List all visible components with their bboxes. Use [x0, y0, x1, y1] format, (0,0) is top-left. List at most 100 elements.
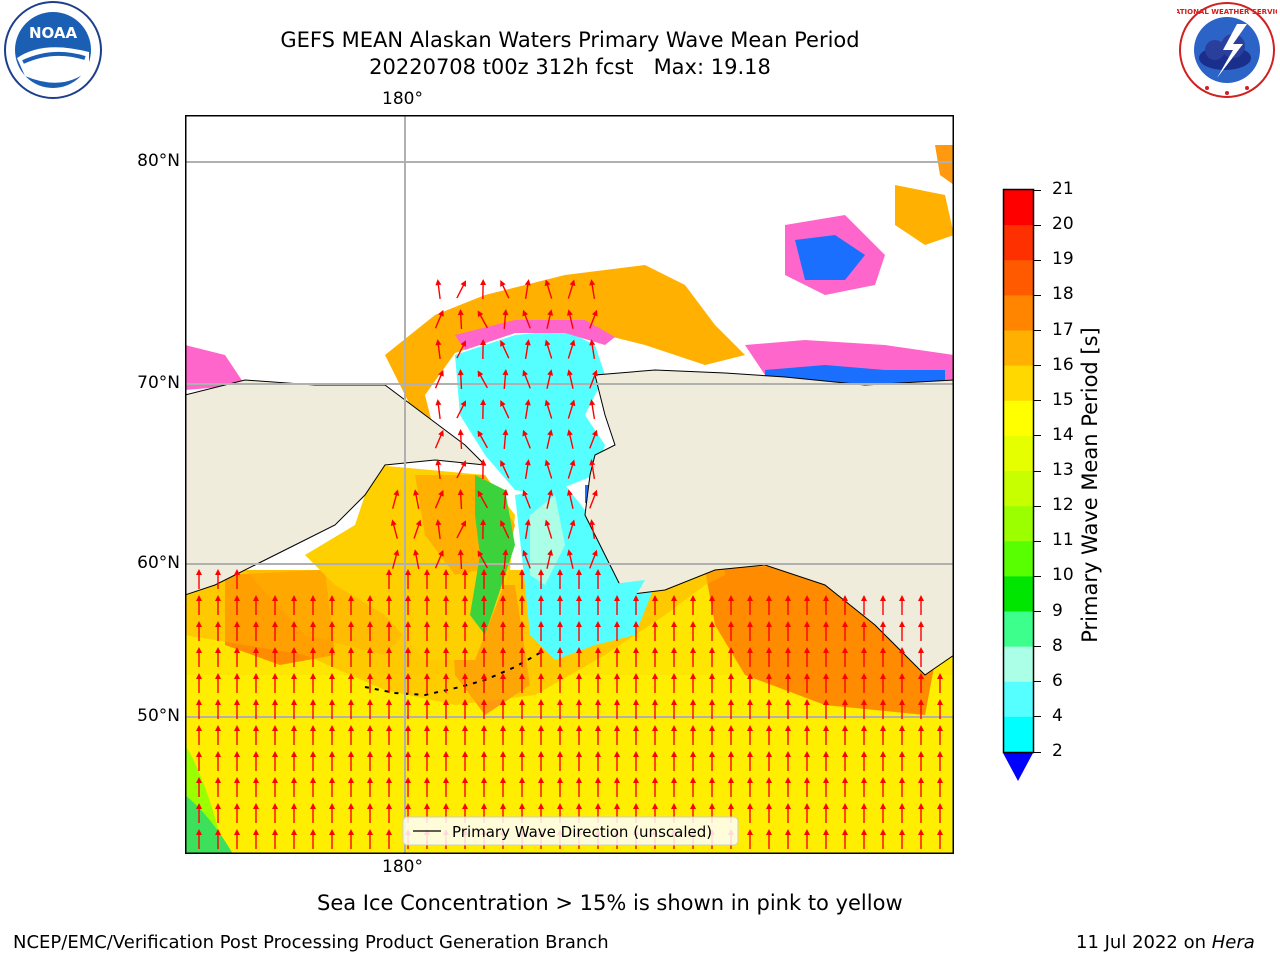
aleutian-islands — [364, 649, 546, 697]
wave-arrow — [538, 673, 544, 693]
wave-arrow — [291, 647, 297, 667]
wave-arrow — [766, 699, 772, 719]
wave-arrow — [481, 777, 487, 797]
wave-arrow — [253, 725, 259, 745]
wave-arrow — [937, 803, 943, 823]
colorbar-tick — [1034, 716, 1041, 718]
wave-arrow — [435, 519, 442, 540]
wave-arrow — [557, 595, 563, 615]
wave-arrow — [462, 777, 468, 797]
wave-arrow — [443, 699, 449, 719]
wave-arrow — [500, 595, 506, 615]
wave-arrow — [785, 803, 791, 823]
wave-arrow — [918, 725, 924, 745]
wave-arrow — [405, 647, 411, 667]
wave-arrow — [386, 647, 392, 667]
wave-arrow — [880, 647, 886, 667]
wave-arrow — [272, 673, 278, 693]
colorbar-tick-label: 17 — [1052, 319, 1074, 340]
wave-arrow — [747, 647, 753, 667]
wave-arrow — [391, 549, 400, 569]
wave-arrow — [234, 829, 240, 849]
wave-arrow — [589, 549, 598, 569]
colorbar-tick — [1034, 681, 1041, 683]
colorbar-segment — [1004, 365, 1033, 402]
wave-arrow — [880, 699, 886, 719]
wave-arrow — [785, 621, 791, 641]
wave-arrow — [823, 725, 829, 745]
wave-arrow — [329, 647, 335, 667]
wave-arrow — [348, 777, 354, 797]
wave-arrow — [557, 751, 563, 771]
wave-arrow — [310, 647, 316, 667]
wave-arrow — [918, 647, 924, 667]
wave-arrow — [566, 309, 574, 329]
wave-arrow — [386, 751, 392, 771]
wave-arrow — [785, 647, 791, 667]
wave-arrow — [524, 519, 531, 539]
colorbar-label-wrap: Primary Wave Mean Period [s] — [1078, 327, 1108, 643]
wave-arrow — [272, 751, 278, 771]
wave-arrow — [434, 489, 444, 509]
wave-arrow — [766, 673, 772, 693]
wave-arrow — [291, 595, 297, 615]
footer-date-text: 11 Jul 2022 on — [1076, 932, 1212, 953]
wave-arrow — [480, 459, 487, 480]
wave-arrow — [215, 595, 221, 615]
wave-arrow — [329, 595, 335, 615]
colorbar-tick — [1034, 224, 1041, 226]
wave-arrow — [804, 647, 810, 667]
wave-arrow — [589, 519, 596, 539]
wave-arrow — [747, 829, 753, 849]
wave-arrow — [842, 725, 848, 745]
lat-label-60: 60°N — [137, 553, 180, 573]
wave-arrow — [500, 520, 510, 539]
wave-arrow — [519, 699, 525, 719]
wave-arrow — [842, 595, 848, 615]
wave-arrow — [272, 699, 278, 719]
wave-arrow — [690, 595, 696, 615]
wave-arrow — [196, 647, 202, 667]
wave-arrow — [690, 673, 696, 693]
wave-arrow — [595, 699, 601, 719]
lat-label-70: 70°N — [137, 373, 180, 393]
wave-arrow — [215, 829, 221, 849]
wave-arrow — [386, 569, 392, 589]
wave-arrow — [462, 725, 468, 745]
wave-arrow — [823, 595, 829, 615]
wave-arrow — [443, 725, 449, 745]
colorbar-tick-label: 12 — [1052, 495, 1074, 516]
wave-arrow — [329, 751, 335, 771]
wave-arrow — [234, 725, 240, 745]
wave-arrow — [566, 369, 574, 389]
wave-arrow — [524, 279, 531, 299]
wave-arrow — [899, 699, 905, 719]
wave-arrow — [291, 777, 297, 797]
wave-arrow — [348, 673, 354, 693]
wave-arrow — [823, 751, 829, 771]
wave-arrow — [690, 751, 696, 771]
colorbar-tick-label: 4 — [1052, 705, 1063, 726]
wave-arrow — [457, 429, 464, 450]
wave-arrow — [633, 595, 639, 615]
wave-arrow — [435, 459, 442, 480]
wave-arrow — [500, 725, 506, 745]
wave-arrow — [823, 673, 829, 693]
wave-arrow — [918, 803, 924, 823]
wave-arrow — [367, 673, 373, 693]
wave-arrow — [434, 549, 444, 569]
wave-arrow — [272, 595, 278, 615]
wave-arrow — [576, 621, 582, 641]
wave-arrow — [367, 829, 373, 849]
wave-arrow — [633, 751, 639, 771]
wave-arrow — [614, 699, 620, 719]
wave-arrow — [462, 673, 468, 693]
wave-arrow — [348, 699, 354, 719]
wave-arrow — [367, 699, 373, 719]
wave-arrow — [589, 339, 596, 359]
wave-arrow — [434, 369, 444, 389]
wave-arrow — [576, 673, 582, 693]
wave-arrow — [502, 309, 509, 330]
wave-arrow — [522, 549, 531, 569]
wave-arrow — [253, 673, 259, 693]
